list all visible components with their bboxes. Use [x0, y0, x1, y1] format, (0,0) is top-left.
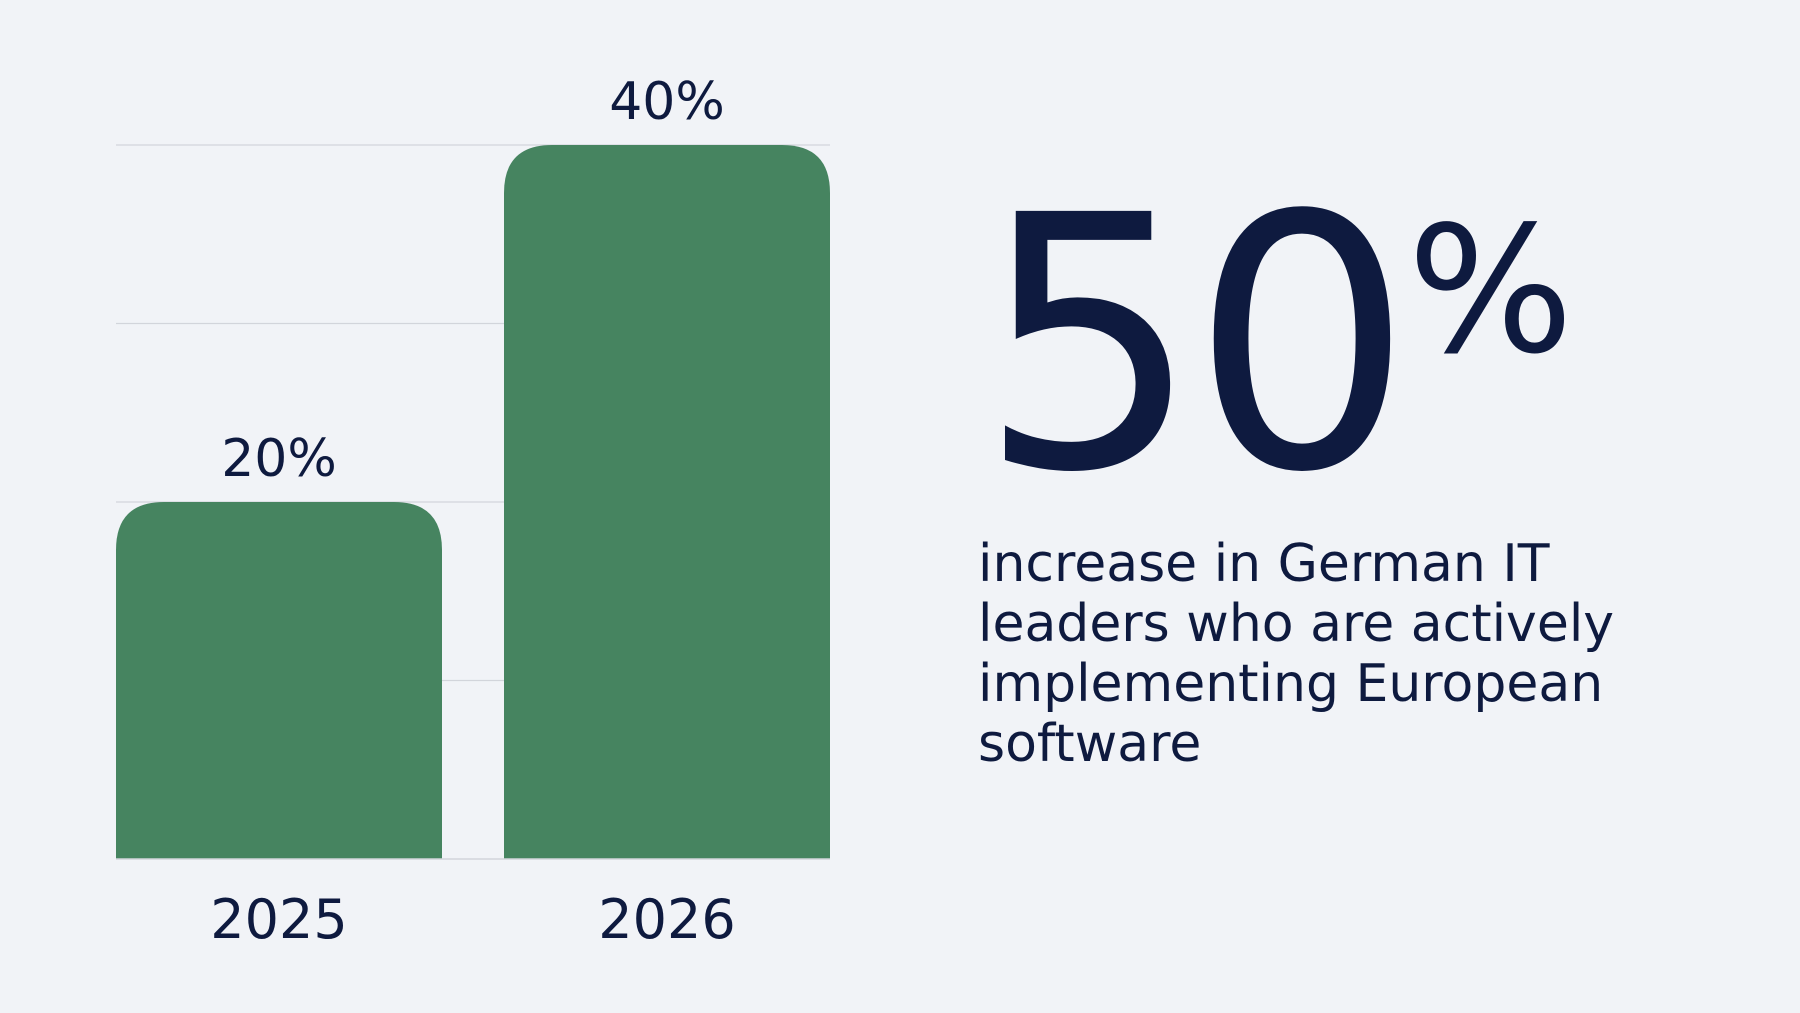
value-label-2025: 20%	[221, 429, 337, 489]
x-tick-labels: 2025 2026	[210, 888, 735, 951]
stat-unit: %	[1407, 190, 1574, 393]
value-labels: 20% 40%	[221, 72, 725, 489]
bars	[116, 145, 830, 859]
stat-caption: increase in German IT leaders who are ac…	[978, 534, 1615, 774]
stat-number: 50 %	[978, 141, 1698, 549]
x-tick-label-2026: 2026	[598, 888, 735, 951]
bar-2026	[504, 145, 830, 859]
stat-value: 50	[978, 141, 1413, 549]
x-tick-label-2025: 2025	[210, 888, 347, 951]
bar-2025	[116, 502, 442, 859]
stat-callout: 50 % increase in German IT leaders who a…	[978, 141, 1698, 774]
value-label-2026: 40%	[609, 72, 725, 132]
bar-chart: 20% 40% 2025 2026	[116, 72, 830, 951]
